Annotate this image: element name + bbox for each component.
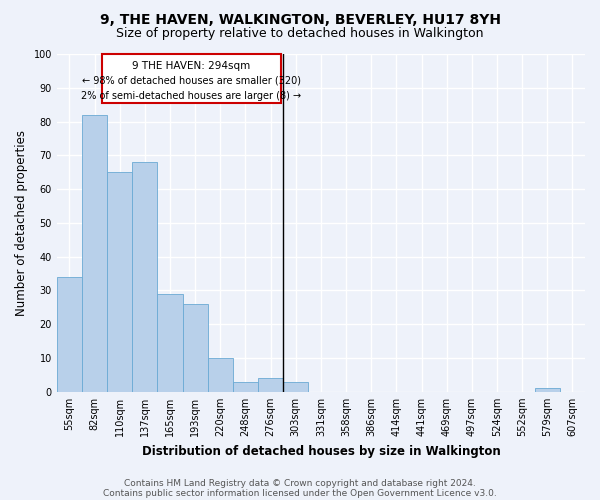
X-axis label: Distribution of detached houses by size in Walkington: Distribution of detached houses by size … xyxy=(142,444,500,458)
FancyBboxPatch shape xyxy=(102,54,281,103)
Bar xyxy=(182,304,208,392)
Bar xyxy=(208,358,233,392)
Text: 9, THE HAVEN, WALKINGTON, BEVERLEY, HU17 8YH: 9, THE HAVEN, WALKINGTON, BEVERLEY, HU17… xyxy=(100,12,500,26)
Text: Contains public sector information licensed under the Open Government Licence v3: Contains public sector information licen… xyxy=(103,488,497,498)
Bar xyxy=(258,378,283,392)
Text: Contains HM Land Registry data © Crown copyright and database right 2024.: Contains HM Land Registry data © Crown c… xyxy=(124,478,476,488)
Text: 2% of semi-detached houses are larger (8) →: 2% of semi-detached houses are larger (8… xyxy=(81,90,301,101)
Y-axis label: Number of detached properties: Number of detached properties xyxy=(15,130,28,316)
Text: 9 THE HAVEN: 294sqm: 9 THE HAVEN: 294sqm xyxy=(132,61,250,71)
Text: Size of property relative to detached houses in Walkington: Size of property relative to detached ho… xyxy=(116,28,484,40)
Bar xyxy=(535,388,560,392)
Bar xyxy=(132,162,157,392)
Text: ← 98% of detached houses are smaller (320): ← 98% of detached houses are smaller (32… xyxy=(82,76,301,86)
Bar xyxy=(157,294,182,392)
Bar xyxy=(233,382,258,392)
Bar xyxy=(82,115,107,392)
Bar xyxy=(283,382,308,392)
Bar xyxy=(57,277,82,392)
Bar xyxy=(107,172,132,392)
